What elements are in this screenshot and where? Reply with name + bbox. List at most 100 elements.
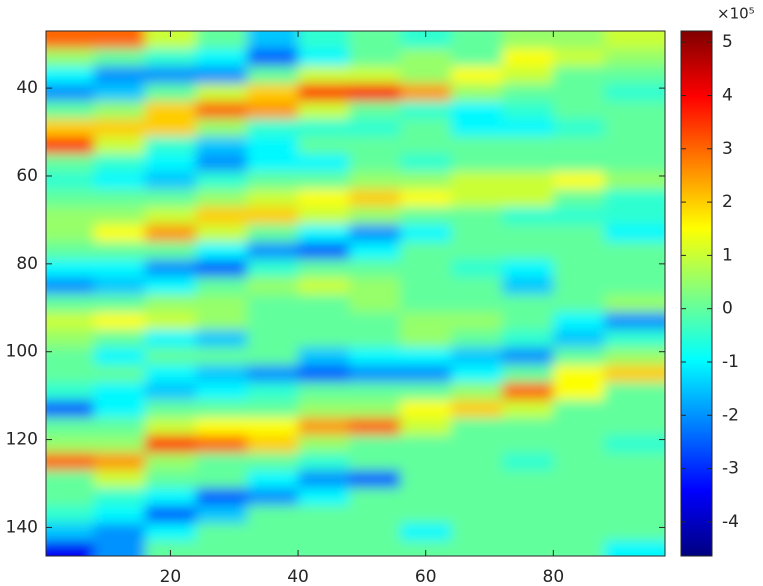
heatmap-cell — [451, 312, 503, 331]
heatmap-cell — [400, 277, 452, 296]
heatmap-cell — [144, 417, 197, 436]
heatmap-cell — [604, 347, 665, 366]
heatmap-cell — [349, 487, 401, 506]
heatmap-cell — [553, 400, 605, 419]
heatmap-cell — [93, 540, 146, 556]
heatmap-cell — [46, 206, 95, 225]
heatmap-cell — [247, 259, 299, 278]
heatmap-cell — [195, 312, 248, 331]
heatmap-cell — [451, 435, 503, 454]
heatmap-cell — [553, 540, 605, 556]
heatmap-cell — [298, 101, 350, 120]
heatmap-cell — [451, 277, 503, 296]
heatmap-cell — [195, 347, 248, 366]
heatmap-cell — [502, 154, 554, 173]
heatmap-cell — [195, 400, 248, 419]
heatmap-cell — [46, 83, 95, 102]
heatmap-cell — [298, 487, 350, 506]
heatmap-cell — [400, 66, 452, 85]
heatmap-cell — [93, 136, 146, 155]
heatmap-cell — [604, 470, 665, 489]
colorbar-tick-label: -2 — [722, 405, 739, 425]
heatmap-cell — [349, 347, 401, 366]
heatmap-cell — [46, 487, 95, 506]
heatmap-cell — [195, 259, 248, 278]
heatmap-cell — [298, 48, 350, 67]
heatmap-cell — [451, 259, 503, 278]
heatmap-cell — [502, 83, 554, 102]
heatmap-cell — [93, 31, 146, 50]
heatmap-cell — [553, 487, 605, 506]
heatmap-cell — [93, 277, 146, 296]
heatmap-cell — [451, 118, 503, 137]
heatmap-cell — [502, 487, 554, 506]
heatmap-cell — [93, 189, 146, 208]
heatmap-cell — [400, 540, 452, 556]
heatmap-cell — [553, 364, 605, 383]
heatmap-cell — [502, 435, 554, 454]
heatmap-cell — [349, 241, 401, 260]
heatmap-cell — [93, 66, 146, 85]
heatmap-cell — [46, 259, 95, 278]
heatmap-cell — [604, 136, 665, 155]
heatmap-cell — [195, 417, 248, 436]
heatmap-cell — [400, 206, 452, 225]
heatmap-cell — [144, 382, 197, 401]
heatmap-cell — [46, 540, 95, 556]
heatmap-cell — [144, 364, 197, 383]
heatmap-cell — [349, 136, 401, 155]
heatmap-cell — [298, 241, 350, 260]
heatmap-cell — [46, 241, 95, 260]
heatmap-cell — [144, 329, 197, 348]
heatmap-cell — [553, 189, 605, 208]
heatmap-cell — [553, 505, 605, 524]
heatmap-cell — [298, 277, 350, 296]
heatmap-cell — [46, 400, 95, 419]
heatmap-cell — [195, 31, 248, 50]
heatmap-cell — [195, 452, 248, 471]
heatmap-cell — [553, 470, 605, 489]
heatmap-cell — [195, 241, 248, 260]
heatmap-cell — [195, 154, 248, 173]
heatmap-cell — [247, 417, 299, 436]
heatmap-cell — [451, 400, 503, 419]
heatmap-cell — [144, 294, 197, 313]
heatmap-cell — [502, 31, 554, 50]
heatmap-cell — [502, 118, 554, 137]
heatmap-cell — [400, 31, 452, 50]
heatmap-cell — [247, 31, 299, 50]
heatmap-cell — [604, 435, 665, 454]
heatmap-cell — [553, 48, 605, 67]
heatmap-cell — [349, 523, 401, 542]
heatmap-cell — [298, 83, 350, 102]
heatmap-cell — [502, 259, 554, 278]
heatmap-cell — [46, 329, 95, 348]
heatmap-cell — [46, 523, 95, 542]
heatmap-cell — [604, 400, 665, 419]
heatmap-cell — [46, 294, 95, 313]
heatmap-cell — [400, 452, 452, 471]
heatmap-cell — [604, 224, 665, 243]
heatmap-cell — [195, 382, 248, 401]
heatmap-cell — [93, 452, 146, 471]
heatmap-cell — [144, 31, 197, 50]
heatmap-cell — [247, 347, 299, 366]
heatmap-cell — [247, 400, 299, 419]
colorbar-tick-label: -1 — [722, 352, 739, 372]
heatmap-cell — [195, 101, 248, 120]
heatmap-cell — [247, 452, 299, 471]
heatmap-cell — [451, 83, 503, 102]
heatmap-cell — [298, 224, 350, 243]
colorbar — [680, 30, 713, 557]
heatmap-cell — [247, 540, 299, 556]
colorbar-tick-label: 3 — [722, 139, 733, 159]
heatmap-cell — [604, 487, 665, 506]
heatmap — [46, 31, 665, 556]
heatmap-cell — [247, 241, 299, 260]
heatmap-cell — [553, 312, 605, 331]
heatmap-cell — [553, 171, 605, 190]
heatmap-cell — [604, 206, 665, 225]
heatmap-cell — [144, 136, 197, 155]
heatmap-cell — [349, 435, 401, 454]
heatmap-cell — [195, 136, 248, 155]
